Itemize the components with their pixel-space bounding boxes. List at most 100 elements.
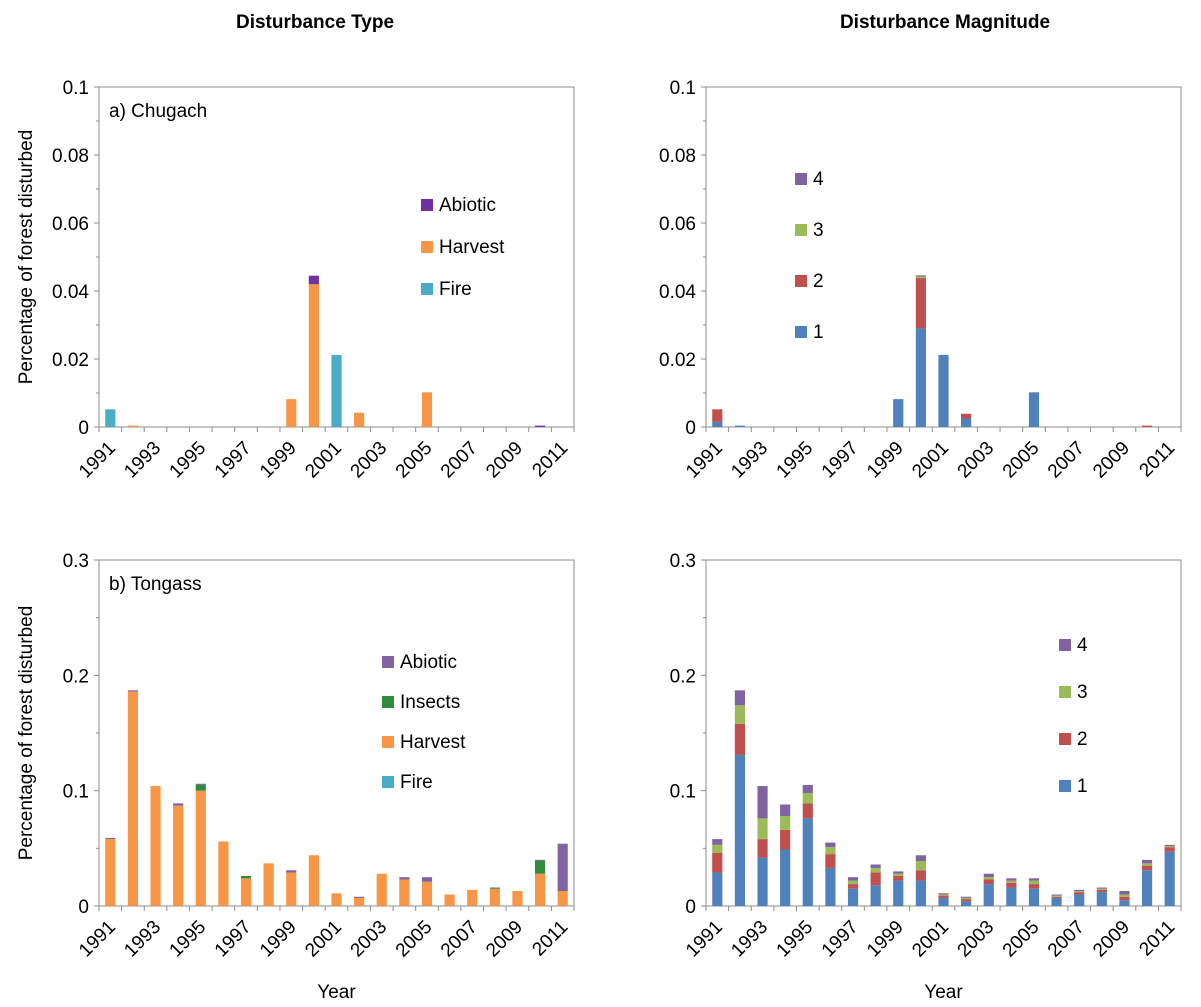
legend-swatch [795,326,807,338]
legend-swatch [421,283,433,295]
bar-segment [421,881,433,906]
bar-segment [893,880,904,906]
y-tick-label: 0 [78,897,89,918]
panel-label: b) Tongass [109,574,202,595]
x-tick-label: 1991 [682,438,727,483]
bar-segment [712,872,723,906]
bar-segment [105,409,116,427]
x-tick-label: 1999 [256,438,301,483]
legend-swatch [1059,780,1071,792]
bar-segment [489,887,500,889]
bar-segment [1074,891,1085,893]
legend-swatch [1059,733,1071,745]
chart-panel-2: 0 0.02 0.04 0.06 0.08 0.1 1991 1993 1995 1997 1999… [659,78,1182,483]
x-tick-label: 1997 [211,438,256,483]
bar-segment [1119,896,1130,901]
y-tick-label: 0.02 [659,350,696,371]
bar-segment [105,837,116,840]
y-axis-title: Percentage of forest disturbed [16,606,37,861]
bar-segment [780,816,791,830]
bar-segment [512,891,523,906]
bar-segment [734,425,746,427]
x-tick-label: 2011 [1135,917,1179,961]
bar-segment [308,284,319,427]
bar-segment [1141,425,1153,427]
chart-panel-1: 0 0.02 0.04 0.06 0.08 0.1 1991 1993 1995 1997 1999… [16,78,575,483]
bar-segment [1119,891,1130,895]
legend-label: 3 [1077,682,1088,703]
legend-swatch [382,736,394,748]
legend: Abiotic Harvest Fire [421,195,505,300]
legend-label: Fire [439,279,472,300]
bar-segment [893,871,904,874]
bar-segment [893,399,904,427]
bar-segment [1051,897,1062,906]
bar-segment [915,870,926,881]
x-tick-label: 2005 [392,917,437,962]
bar-segment [421,877,433,882]
legend: Abiotic Insects Harvest Fire [382,652,466,793]
bar-segment [847,888,859,906]
legend-swatch [1059,639,1071,651]
bar-segment [1028,878,1040,881]
x-tick-label: 1991 [75,917,120,962]
x-tick-label: 2003 [954,917,999,962]
bar-segment [1141,863,1153,866]
bar-segment [444,894,455,906]
x-tick-label: 1993 [727,917,772,962]
y-tick-label: 0.02 [52,350,89,371]
x-tick-label: 2001 [301,438,346,483]
bar-segment [1006,882,1017,888]
bar-segment [286,870,297,873]
bar-segment [534,873,546,906]
x-tick-label: 2003 [954,438,999,483]
right-column-title: Disturbance Magnitude [839,12,1051,33]
x-tick-label: 2009 [1089,917,1134,962]
x-tick-label: 1995 [773,438,818,483]
x-tick-label: 1999 [256,917,301,962]
legend-label: 4 [1077,635,1088,656]
plot-frame [705,559,1182,907]
bar-segment [961,418,972,427]
bar-segment [1164,846,1175,848]
bar-segment [218,841,229,906]
bar-segment [263,863,274,906]
bar-segment [1028,884,1040,889]
bar-segment [1164,844,1175,847]
panel-label: a) Chugach [109,101,207,122]
x-tick-label: 2007 [437,917,482,962]
bar-segment [870,872,881,886]
bar-segment [870,864,881,868]
x-tick-label: 1995 [166,438,211,483]
bar-segment [195,784,206,791]
bar-segment [938,893,949,895]
bar-segment [983,873,994,878]
bar-segment [308,275,319,285]
bar-segment [757,818,768,840]
bar-segment [734,705,746,724]
bar-segment [1006,878,1017,881]
bar-segment [467,889,478,906]
bar-segment [802,784,813,793]
x-tick-label: 2011 [528,438,572,482]
bar-segment [915,880,926,906]
bar-segment [938,895,949,898]
x-tick-label: 1997 [818,917,863,962]
bar-segment [938,897,949,906]
legend-label: Harvest [400,732,466,753]
x-tick-label: 2009 [482,438,527,483]
y-tick-label: 0.2 [670,666,696,687]
bar-segment [757,839,768,858]
bar-segment [734,690,746,706]
bar-segment [1096,892,1107,906]
legend-swatch [1059,686,1071,698]
y-tick-label: 0.04 [659,282,696,303]
x-axis-title: Year [317,982,356,1003]
bar-segment [1074,894,1085,906]
legend-label: Harvest [439,237,505,258]
bar-segment [757,786,768,819]
bar-segment [870,867,881,873]
bar-segment [1141,859,1153,864]
bar-segment [308,855,319,906]
